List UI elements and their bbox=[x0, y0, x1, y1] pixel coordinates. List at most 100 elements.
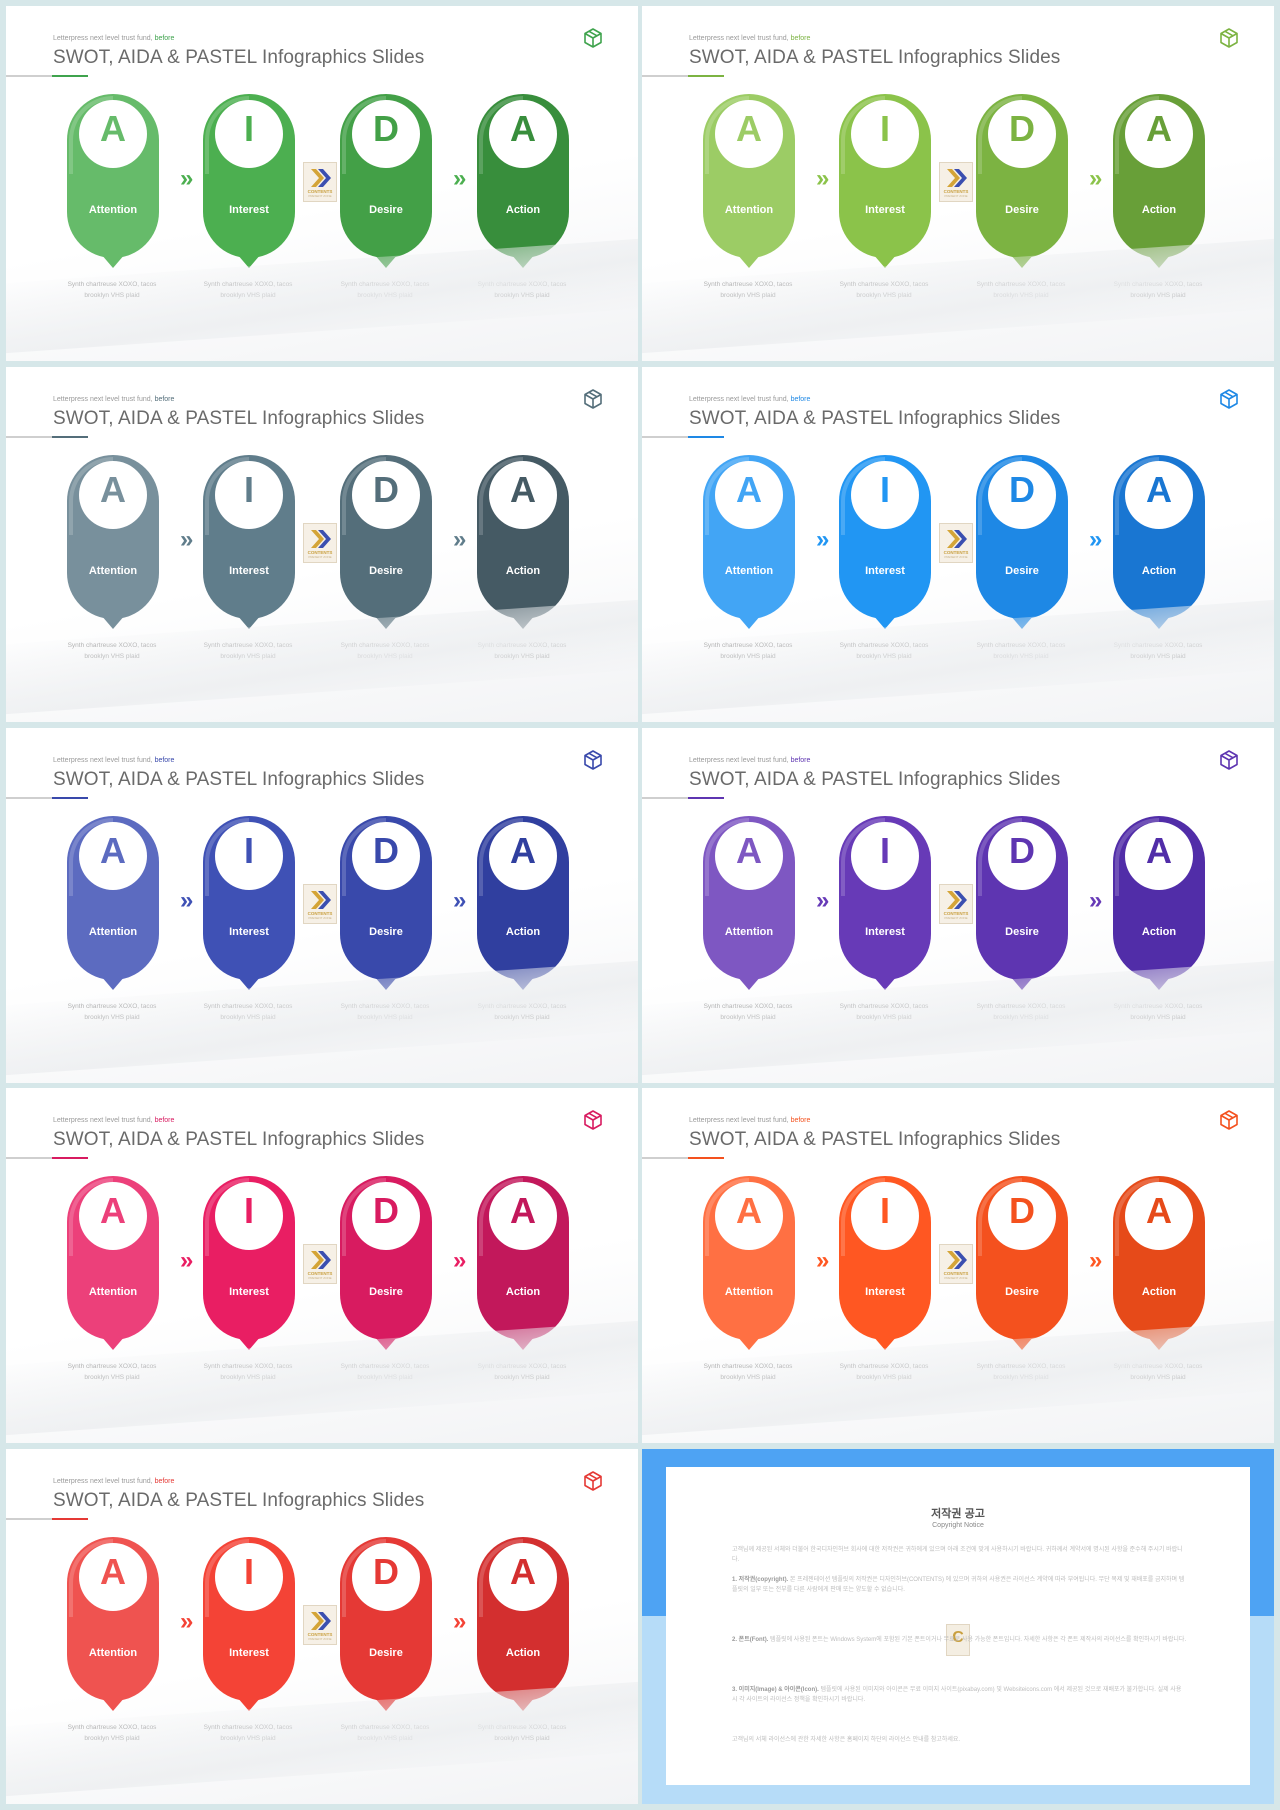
step-label: Desire bbox=[1005, 1286, 1039, 1299]
step-label: Action bbox=[505, 564, 541, 577]
logo-subtext: PRESENT ZONE bbox=[944, 915, 968, 920]
aida-slide-pink[interactable]: Letterpress next level trust fund, befor… bbox=[6, 1088, 638, 1444]
logo-subtext: PRESENT ZONE bbox=[308, 1276, 332, 1281]
chevron-right-icon: » bbox=[816, 525, 829, 553]
chevron-right-icon: » bbox=[180, 1247, 193, 1275]
step-label: Action bbox=[1141, 204, 1177, 216]
logo-subtext: PRESENT ZONE bbox=[308, 194, 332, 198]
step-letter: A bbox=[510, 468, 536, 510]
aida-slide-deep-purple[interactable]: Letterpress next level trust fund, befor… bbox=[642, 727, 1274, 1083]
step-description: Synth chartreuse XOXO, tacos brooklyn VH… bbox=[1113, 281, 1203, 299]
aida-slide-deep-orange[interactable]: Letterpress next level trust fund, befor… bbox=[642, 1088, 1274, 1444]
box-icon bbox=[1220, 388, 1238, 409]
step-label: Attention bbox=[88, 204, 138, 216]
step-letter: A bbox=[736, 829, 762, 871]
step-label: Action bbox=[1141, 925, 1177, 938]
step-description: Synth chartreuse XOXO, tacos brooklyn VH… bbox=[477, 641, 567, 660]
step-letter: A bbox=[510, 829, 536, 871]
step-label: Interest bbox=[229, 1647, 269, 1659]
step-description: Synth chartreuse XOXO, tacos brooklyn VH… bbox=[1113, 1002, 1203, 1021]
copyright-title: 저작권 공고 bbox=[931, 1508, 985, 1520]
copyright-item-image: 3. 이미지(Image) & 아이콘(Icon). 템플릿에 사용된 이미지와… bbox=[732, 1687, 1182, 1703]
chevron-right-icon: » bbox=[1089, 886, 1102, 914]
contents-logo: CONTENTS PRESENT ZONE bbox=[939, 883, 973, 924]
aida-step-interest: I Interest bbox=[203, 454, 295, 629]
logo-subtext: PRESENT ZONE bbox=[308, 1637, 332, 1641]
logo-text: CONTENTS bbox=[307, 1271, 333, 1277]
aida-slide-red[interactable]: Letterpress next level trust fund, befor… bbox=[6, 1449, 638, 1804]
chevron-right-icon: » bbox=[816, 886, 829, 914]
step-description: Synth chartreuse XOXO, tacos brooklyn VH… bbox=[203, 281, 293, 299]
slide-kicker: Letterpress next level trust fund, befor… bbox=[53, 1117, 175, 1125]
kicker-accent: before bbox=[154, 1117, 175, 1125]
step-description: Synth chartreuse XOXO, tacos brooklyn VH… bbox=[976, 641, 1066, 660]
slide-kicker: Letterpress next level trust fund, befor… bbox=[53, 756, 175, 764]
aida-step-desire: D Desire bbox=[340, 1537, 432, 1711]
step-description: Synth chartreuse XOXO, tacos brooklyn VH… bbox=[67, 281, 157, 299]
aida-step-desire: D Desire bbox=[340, 815, 432, 990]
step-description: Synth chartreuse XOXO, tacos brooklyn VH… bbox=[203, 1724, 293, 1742]
logo-text: CONTENTS bbox=[307, 910, 333, 916]
step-letter: A bbox=[100, 1551, 126, 1592]
aida-step-attention: A Attention bbox=[67, 1176, 159, 1351]
step-letter: D bbox=[1009, 829, 1035, 871]
aida-step-action: A Action bbox=[477, 815, 569, 990]
step-description: Synth chartreuse XOXO, tacos brooklyn VH… bbox=[203, 641, 293, 660]
aida-slide-green[interactable]: Letterpress next level trust fund, befor… bbox=[6, 6, 638, 361]
slide-kicker: Letterpress next level trust fund, befor… bbox=[53, 395, 175, 403]
step-label: Action bbox=[505, 925, 541, 938]
title-underline bbox=[642, 435, 724, 438]
step-description: Synth chartreuse XOXO, tacos brooklyn VH… bbox=[340, 281, 430, 299]
slide-title: SWOT, AIDA & PASTEL Infographics Slides bbox=[53, 407, 425, 429]
step-letter: D bbox=[373, 468, 399, 510]
aida-slide-indigo[interactable]: Letterpress next level trust fund, befor… bbox=[6, 727, 638, 1083]
logo-subtext: PRESENT ZONE bbox=[944, 554, 968, 559]
title-underline bbox=[642, 796, 724, 799]
step-letter: A bbox=[510, 1551, 536, 1592]
step-letter: I bbox=[879, 468, 890, 510]
step-label: Interest bbox=[865, 204, 905, 216]
aida-slide-light-green[interactable]: Letterpress next level trust fund, befor… bbox=[642, 6, 1274, 361]
kicker-accent: before bbox=[790, 35, 811, 42]
title-underline bbox=[6, 75, 88, 77]
contents-logo: CONTENTS PRESENT ZONE bbox=[303, 162, 337, 202]
step-label: Action bbox=[1141, 1286, 1177, 1299]
step-description: Synth chartreuse XOXO, tacos brooklyn VH… bbox=[340, 1363, 430, 1382]
aida-step-attention: A Attention bbox=[67, 815, 159, 990]
step-label: Interest bbox=[229, 204, 269, 216]
kicker-accent: before bbox=[154, 395, 175, 403]
aida-step-desire: D Desire bbox=[976, 454, 1068, 629]
step-description: Synth chartreuse XOXO, tacos brooklyn VH… bbox=[703, 281, 793, 299]
chevron-right-icon: » bbox=[180, 1608, 193, 1635]
logo-subtext: PRESENT ZONE bbox=[944, 194, 968, 198]
step-label: Desire bbox=[369, 564, 403, 577]
step-letter: I bbox=[243, 1551, 254, 1592]
title-underline bbox=[6, 435, 88, 438]
aida-slide-blue-grey[interactable]: Letterpress next level trust fund, befor… bbox=[6, 366, 638, 722]
step-letter: D bbox=[373, 829, 399, 871]
step-description: Synth chartreuse XOXO, tacos brooklyn VH… bbox=[340, 641, 430, 660]
aida-step-desire: D Desire bbox=[976, 1176, 1068, 1351]
step-description: Synth chartreuse XOXO, tacos brooklyn VH… bbox=[703, 1363, 793, 1382]
aida-slide-blue[interactable]: Letterpress next level trust fund, befor… bbox=[642, 366, 1274, 722]
box-icon bbox=[1220, 1110, 1238, 1131]
step-label: Action bbox=[505, 204, 541, 216]
step-description: Synth chartreuse XOXO, tacos brooklyn VH… bbox=[203, 1363, 293, 1382]
step-description: Synth chartreuse XOXO, tacos brooklyn VH… bbox=[839, 281, 929, 299]
step-letter: A bbox=[1146, 829, 1172, 871]
aida-step-interest: I Interest bbox=[839, 454, 931, 629]
aida-step-desire: D Desire bbox=[340, 94, 432, 268]
step-letter: I bbox=[243, 108, 254, 149]
step-label: Desire bbox=[369, 1286, 403, 1299]
title-underline bbox=[6, 1518, 88, 1520]
step-description: Synth chartreuse XOXO, tacos brooklyn VH… bbox=[1113, 1363, 1203, 1382]
contents-logo: CONTENTS PRESENT ZONE bbox=[303, 522, 337, 563]
copyright-slide[interactable]: 저작권 공고 Copyright Notice 고객님께 제공된 서체와 더불어… bbox=[642, 1449, 1274, 1804]
chevron-right-icon: » bbox=[453, 165, 466, 192]
aida-step-action: A Action bbox=[1113, 454, 1205, 629]
step-description: Synth chartreuse XOXO, tacos brooklyn VH… bbox=[477, 1002, 567, 1021]
step-description: Synth chartreuse XOXO, tacos brooklyn VH… bbox=[839, 1363, 929, 1382]
contents-logo: CONTENTS PRESENT ZONE bbox=[939, 1244, 973, 1285]
slide-title: SWOT, AIDA & PASTEL Infographics Slides bbox=[689, 1129, 1061, 1151]
slide-title: SWOT, AIDA & PASTEL Infographics Slides bbox=[53, 768, 425, 790]
